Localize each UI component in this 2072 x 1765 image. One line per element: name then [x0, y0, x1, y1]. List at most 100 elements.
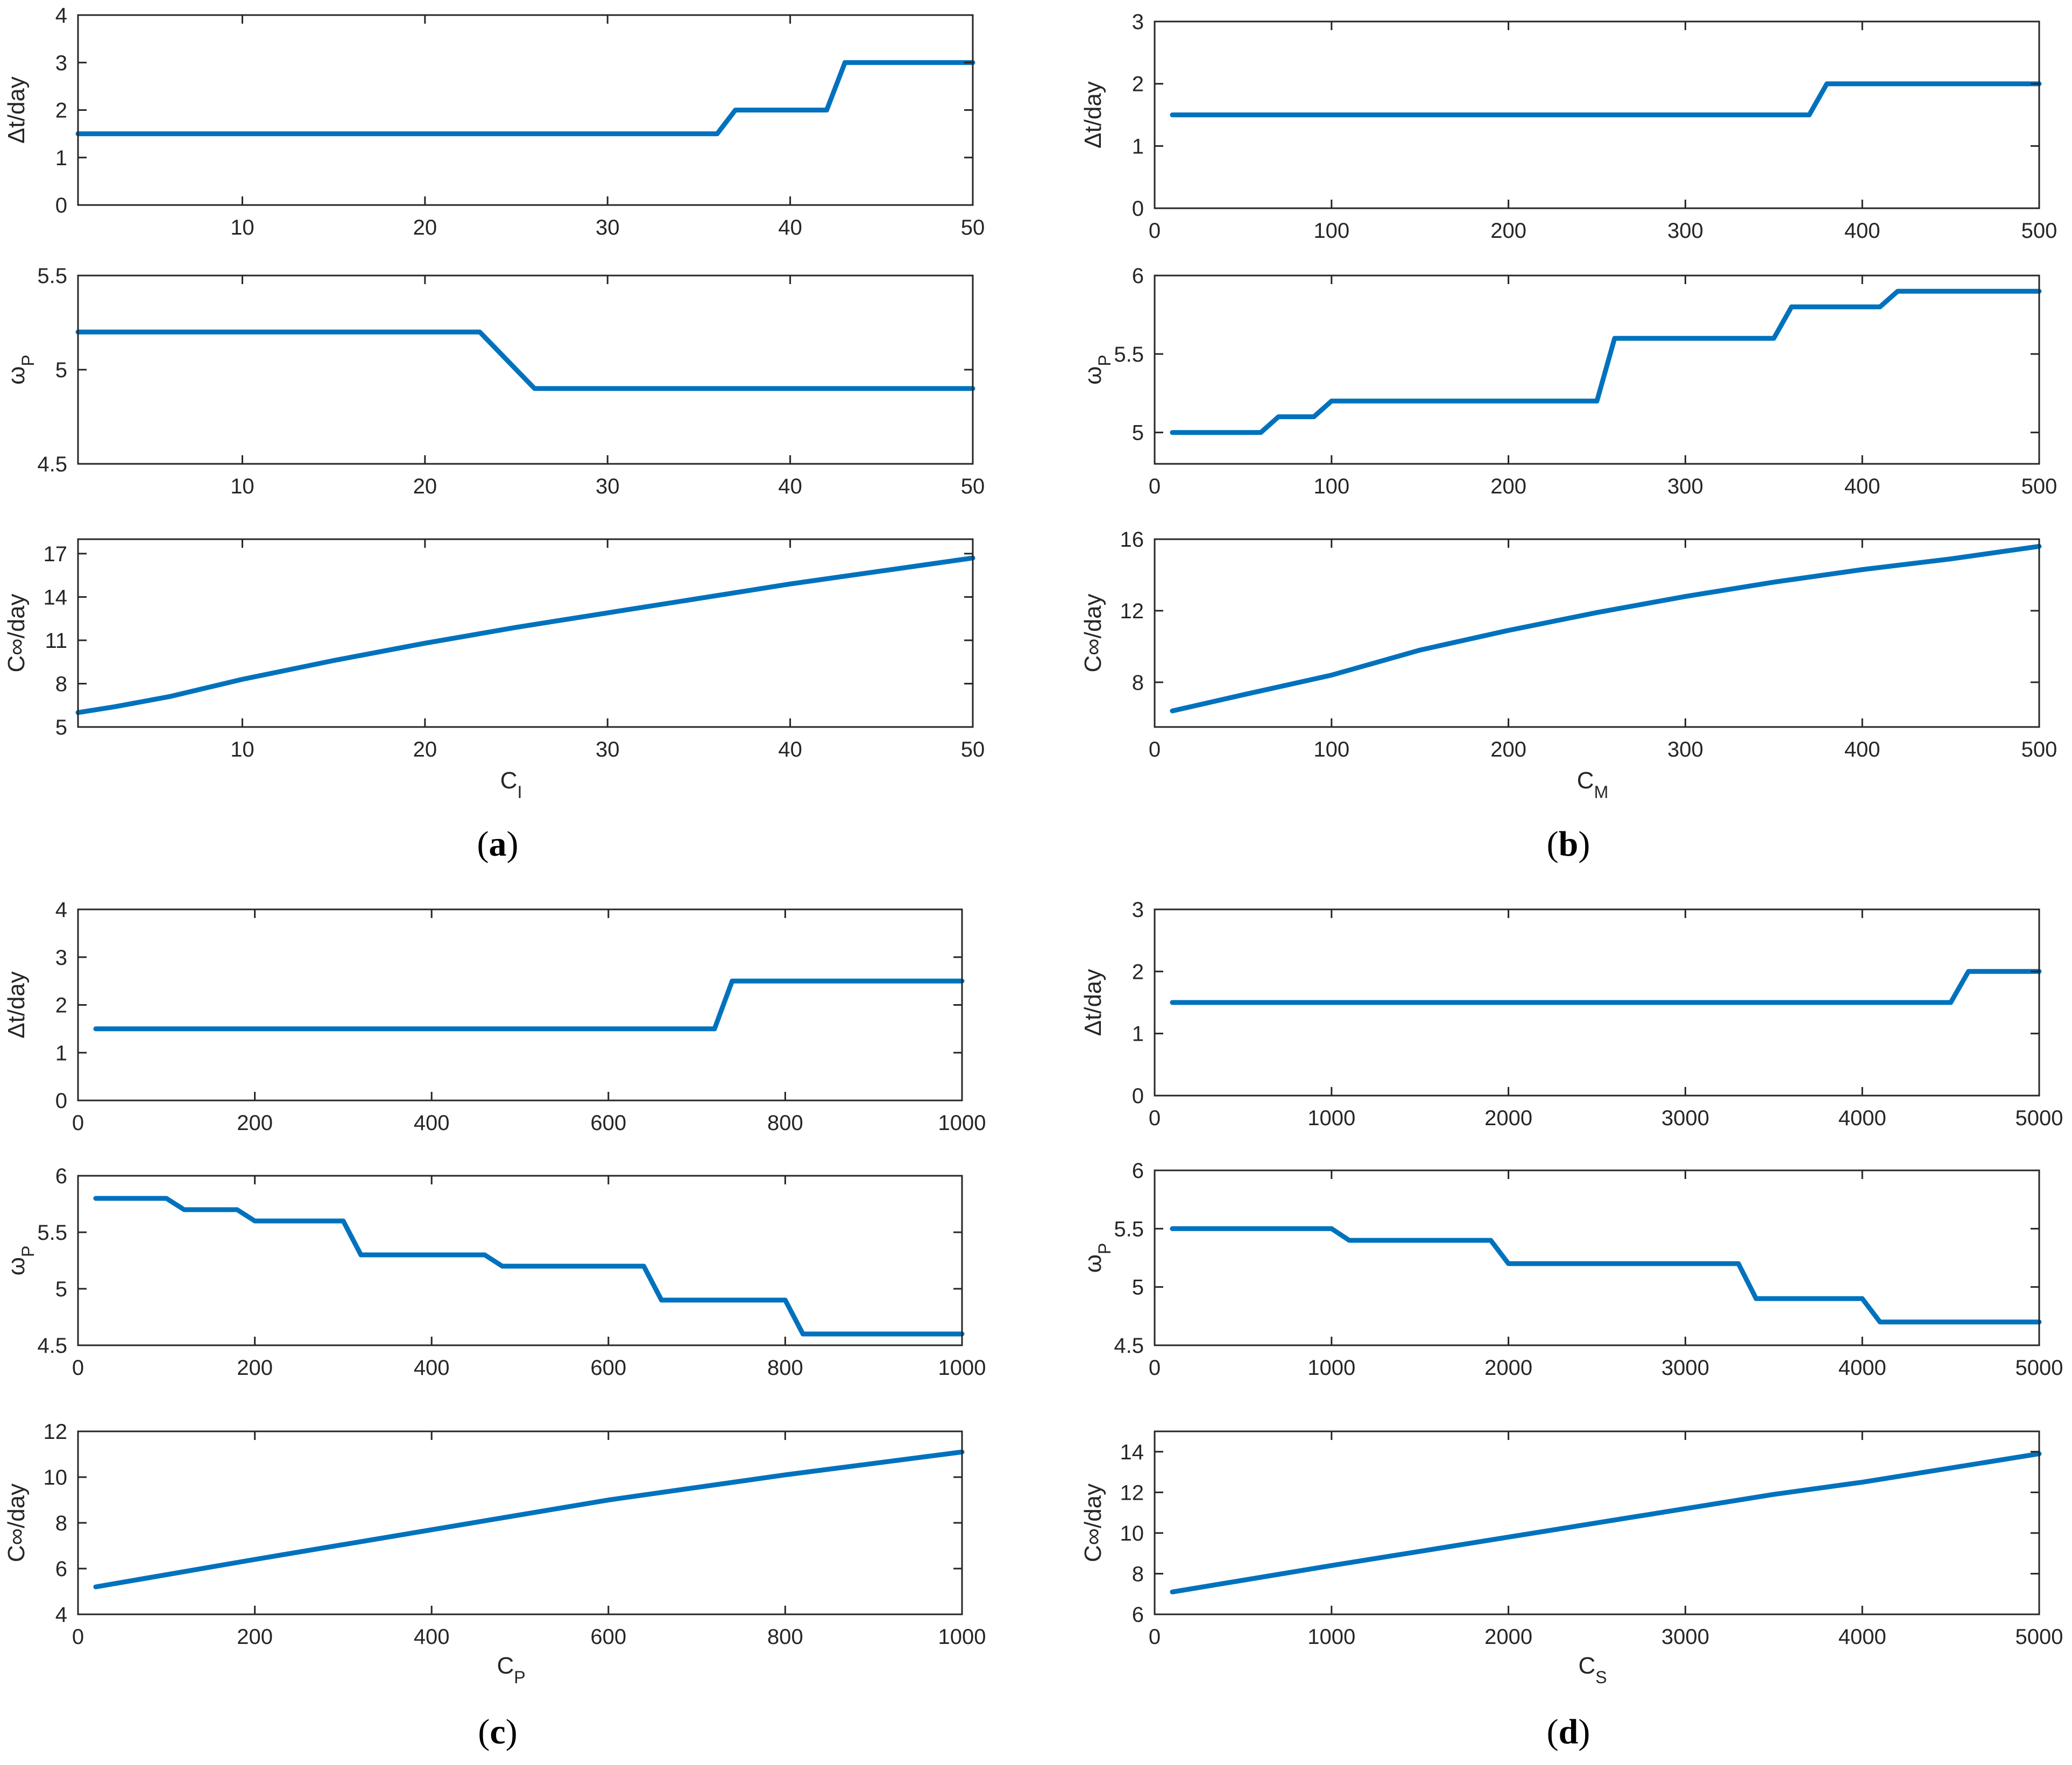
y-tick-label: 2: [55, 99, 67, 123]
x-tick-label: 2000: [1484, 1106, 1532, 1130]
axes-box: [1154, 538, 2040, 728]
axes-box: [77, 1430, 963, 1615]
caption-open-paren: (: [477, 824, 489, 864]
x-tick-label: 400: [1844, 738, 1880, 761]
x-tick-label: 1000: [1307, 1625, 1355, 1649]
y-tick-label: 16: [1120, 528, 1144, 552]
y-axis-label: Δt/day: [1080, 969, 1106, 1036]
y-tick-label: 5: [1132, 1276, 1144, 1300]
y-tick-label: 3: [55, 51, 67, 75]
axes-box: [1154, 274, 2040, 465]
y-axis-label-subscript: P: [18, 355, 38, 366]
x-tick-label: 0: [1149, 475, 1161, 498]
y-tick-label: 4.5: [1114, 1334, 1144, 1358]
x-tick-label: 600: [590, 1111, 626, 1135]
caption-close-paren: ): [507, 824, 519, 864]
y-axis-label-main: C∞/day: [1080, 594, 1106, 672]
y-tick-label: 3: [55, 946, 67, 970]
series-line: [1170, 1451, 2042, 1594]
caption-open-paren: (: [478, 1712, 490, 1752]
y-tick-label: 4.5: [37, 1334, 67, 1358]
series-line: [1170, 288, 2042, 435]
y-tick-label: 5: [55, 358, 67, 382]
y-axis-label-subscript: P: [18, 1246, 38, 1257]
y-tick-label: 11: [45, 629, 67, 653]
y-tick-label: 12: [44, 1420, 68, 1444]
x-tick-label: 300: [1667, 219, 1703, 243]
y-tick-label: 5: [1132, 421, 1144, 445]
x-tick-label: 1000: [1307, 1106, 1355, 1130]
y-axis-label-subscript: P: [1095, 1243, 1114, 1254]
y-tick-label: 5.5: [37, 1221, 67, 1245]
x-tick-label: 3000: [1661, 1625, 1709, 1649]
subplot-b-3: 0 100 200 300 400 500 8 12 16 C∞/day: [1080, 528, 2057, 761]
x-axis-label-subscript: P: [514, 1668, 525, 1687]
x-tick-label: 10: [230, 738, 254, 761]
x-tick-label: 1000: [1307, 1356, 1355, 1380]
y-tick-label: 1: [55, 146, 67, 170]
caption-letter: d: [1559, 1712, 1579, 1752]
y-axis-label-main: Δt/day: [1080, 969, 1106, 1036]
x-tick-label: 20: [413, 216, 437, 239]
caption-open-paren: (: [1547, 824, 1559, 864]
x-tick-label: 40: [778, 738, 802, 761]
y-axis-label: ωP: [1080, 355, 1114, 385]
y-axis-label-main: ω: [3, 1257, 30, 1275]
axes-box: [77, 274, 974, 465]
y-axis-label-main: ω: [3, 366, 30, 384]
y-tick-label: 6: [1132, 1603, 1144, 1627]
y-tick-label: 3: [1132, 10, 1144, 34]
y-axis-label-main: Δt/day: [3, 76, 30, 144]
x-axis-label-main: C: [500, 767, 518, 794]
y-tick-label: 6: [1132, 1159, 1144, 1183]
caption-close-paren: ): [506, 1712, 518, 1752]
x-tick-label: 2000: [1484, 1356, 1532, 1380]
x-tick-label: 5000: [2016, 1106, 2063, 1130]
subplot-a-3: 10 20 30 40 50 5 8 11 14 17 C∞/day: [3, 538, 985, 761]
y-tick-label: 14: [44, 585, 68, 609]
y-axis-label: ωP: [3, 1246, 38, 1276]
y-axis-label: C∞/day: [1080, 594, 1106, 672]
x-tick-label: 1000: [938, 1356, 986, 1380]
axes-box: [77, 1175, 963, 1346]
y-tick-label: 12: [1120, 599, 1144, 623]
series-line: [93, 1449, 965, 1590]
subplot-d-3: 0 1000 2000 3000 4000 5000 6 8 10 12 14 C∞/day: [1080, 1430, 2063, 1649]
caption-letter: a: [489, 824, 507, 864]
x-tick-label: 500: [2021, 738, 2057, 761]
x-tick-label: 100: [1313, 219, 1349, 243]
series-line: [93, 978, 965, 1032]
panel-caption: (b): [1547, 824, 1590, 864]
y-tick-label: 0: [1132, 197, 1144, 221]
y-tick-label: 4: [55, 4, 67, 27]
x-tick-label: 400: [1844, 475, 1880, 498]
panel-caption: (d): [1547, 1712, 1590, 1752]
series-line: [75, 555, 975, 715]
subplot-c-2: 0 200 400 600 800 1000 4.5 5 5.5 6 ωP: [3, 1164, 986, 1380]
x-tick-label: 100: [1313, 738, 1349, 761]
x-tick-label: 3000: [1661, 1356, 1709, 1380]
y-tick-label: 1: [1132, 135, 1144, 158]
y-tick-label: 6: [1132, 264, 1144, 288]
y-tick-label: 5.5: [1114, 343, 1144, 366]
y-axis-label-main: Δt/day: [1080, 81, 1106, 149]
x-tick-label: 200: [1490, 219, 1526, 243]
subplot-b-2: 0 100 200 300 400 500 5 5.5 6 ωP: [1080, 264, 2057, 498]
y-axis-label: ωP: [3, 355, 38, 385]
x-tick-label: 30: [596, 216, 620, 239]
panel-caption: (c): [478, 1712, 517, 1752]
y-tick-label: 1: [55, 1041, 67, 1065]
y-tick-label: 2: [1132, 73, 1144, 96]
caption-letter: c: [490, 1712, 505, 1752]
y-tick-label: 12: [1120, 1481, 1144, 1505]
x-tick-label: 0: [72, 1625, 84, 1649]
y-axis-label-main: C∞/day: [3, 594, 30, 672]
x-tick-label: 40: [778, 475, 802, 498]
x-tick-label: 400: [414, 1356, 450, 1380]
y-axis-label: C∞/day: [3, 1484, 30, 1562]
x-tick-label: 5000: [2016, 1625, 2063, 1649]
x-tick-label: 500: [2021, 475, 2057, 498]
x-tick-label: 200: [1490, 475, 1526, 498]
x-tick-label: 400: [414, 1625, 450, 1649]
